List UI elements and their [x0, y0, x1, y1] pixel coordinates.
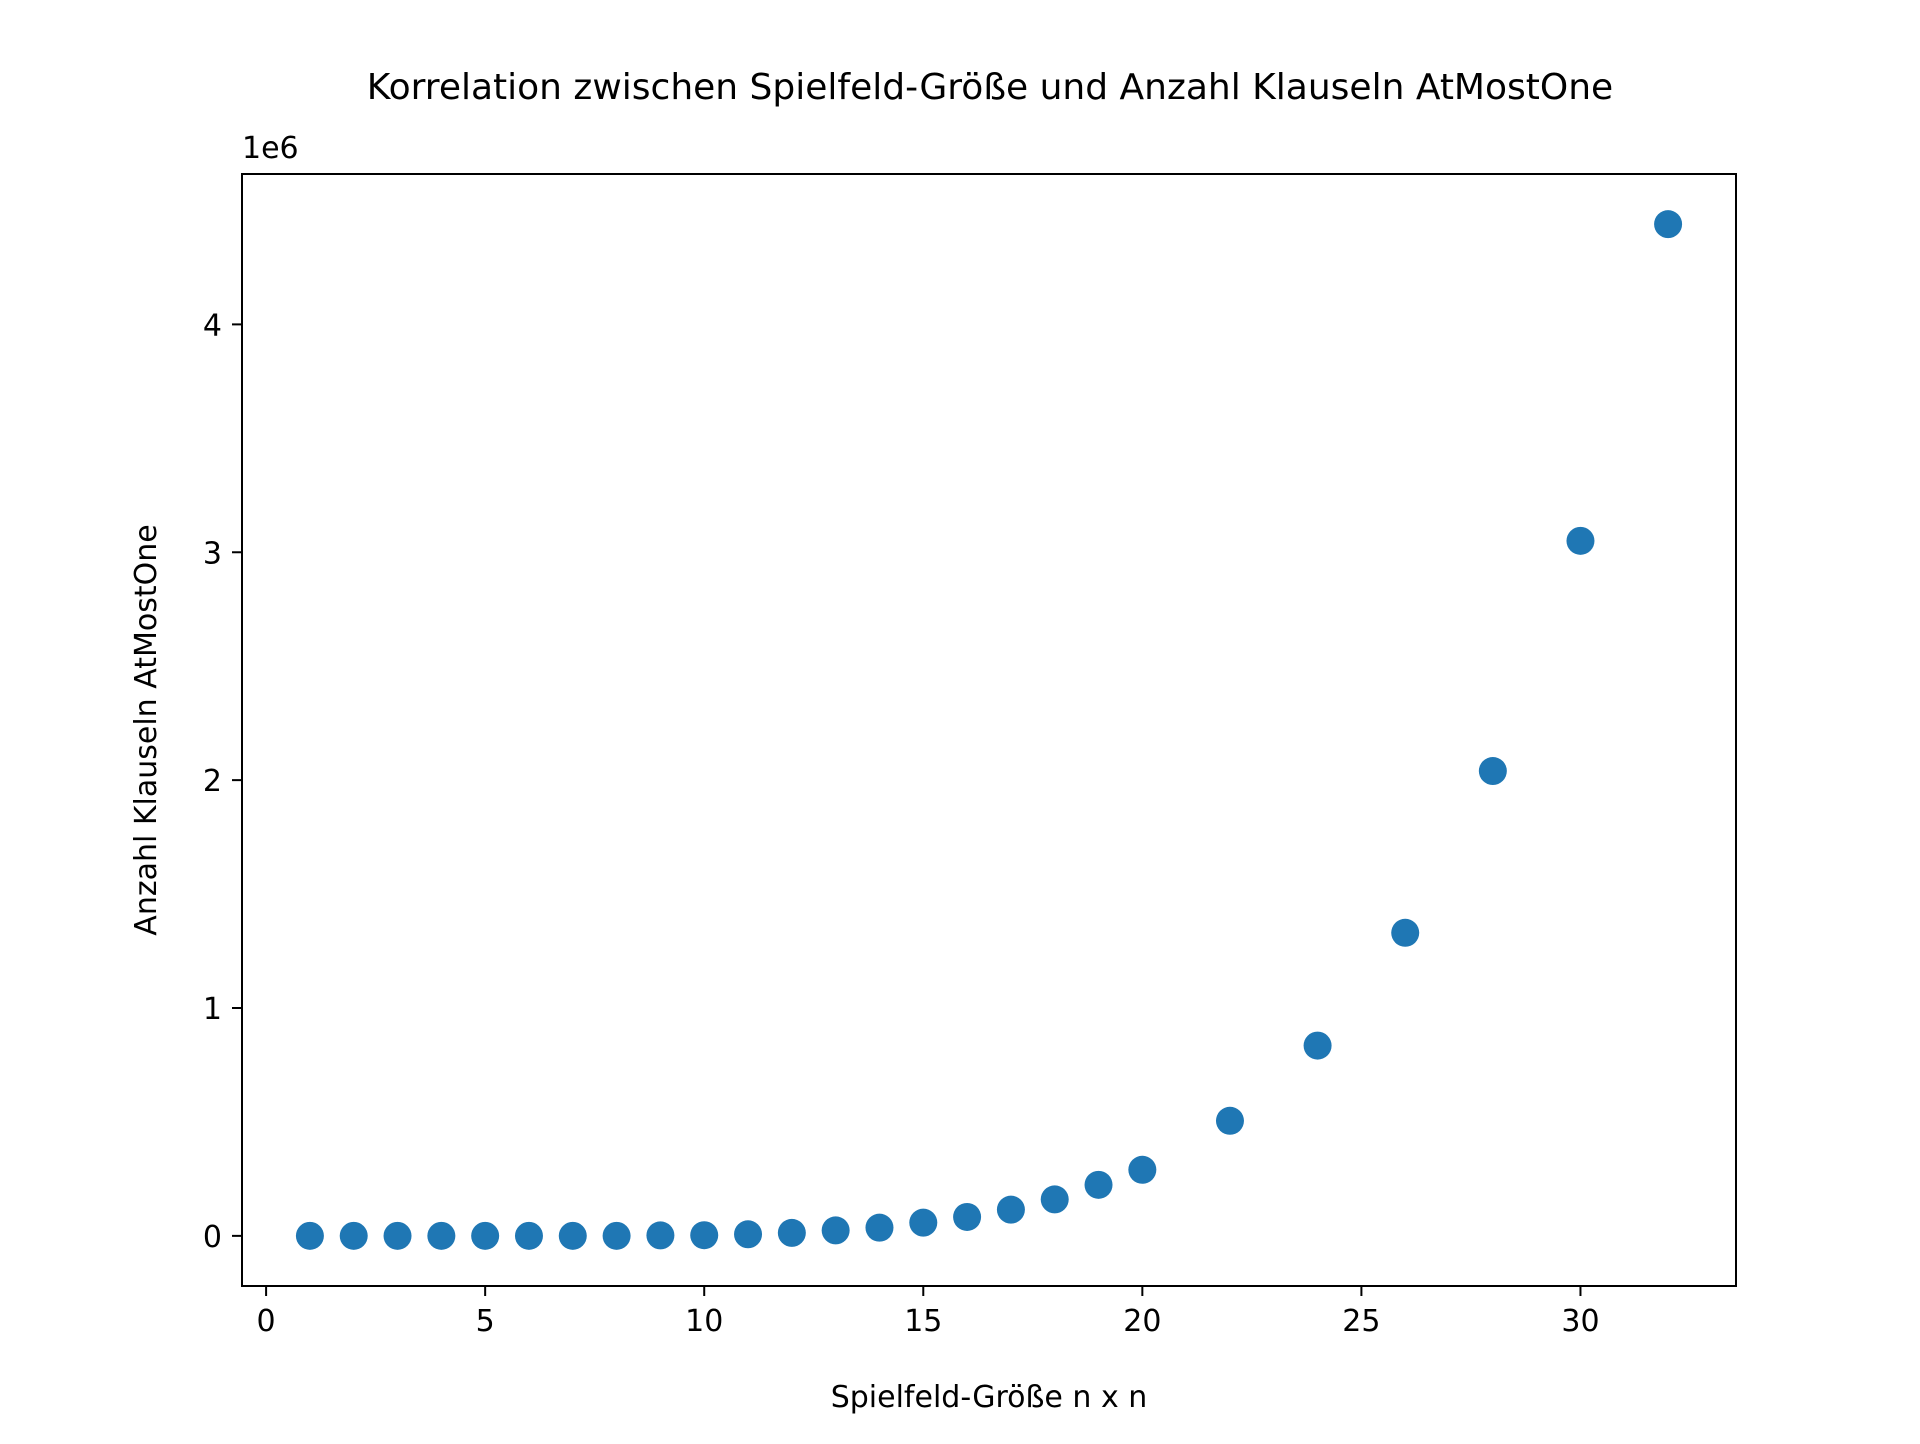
x-tick-label: 10 [685, 1304, 723, 1339]
x-tick-label: 20 [1123, 1304, 1161, 1339]
y-offset-label: 1e6 [242, 131, 299, 166]
data-point [996, 1195, 1025, 1224]
data-point [953, 1202, 982, 1231]
data-point [1478, 757, 1507, 786]
y-axis: 0 1 2 3 4 [203, 308, 242, 1255]
data-point [1040, 1185, 1069, 1214]
data-point [690, 1221, 719, 1250]
x-tick-label: 5 [476, 1304, 495, 1339]
data-point [1215, 1106, 1244, 1135]
x-tick-label: 0 [257, 1304, 276, 1339]
data-point [865, 1213, 894, 1242]
y-tick-label: 1 [203, 992, 222, 1027]
x-tick-label: 15 [904, 1304, 942, 1339]
data-point [1084, 1170, 1113, 1199]
x-tick-label: 25 [1342, 1304, 1380, 1339]
y-tick-label: 2 [203, 764, 222, 799]
data-point [602, 1221, 631, 1250]
data-point [427, 1221, 456, 1250]
data-point [777, 1218, 806, 1247]
data-point [295, 1221, 324, 1250]
plot-frame [241, 173, 1737, 1287]
data-point [909, 1208, 938, 1237]
y-tick-label: 4 [203, 308, 222, 343]
y-tick-label: 0 [203, 1220, 222, 1255]
data-point [1128, 1155, 1157, 1184]
x-axis: 0 5 10 15 20 25 30 [257, 1286, 1600, 1339]
y-axis-label: Anzahl Klauseln AtMostOne [129, 524, 164, 935]
y-tick-label: 3 [203, 536, 222, 571]
data-point [558, 1221, 587, 1250]
data-point [514, 1221, 543, 1250]
data-point [1566, 526, 1595, 555]
data-point [383, 1221, 412, 1250]
data-point [339, 1221, 368, 1250]
data-point [1303, 1031, 1332, 1060]
data-point [734, 1220, 763, 1249]
data-point [471, 1221, 500, 1250]
data-point [1654, 210, 1683, 239]
data-point [821, 1216, 850, 1245]
data-point [1391, 918, 1420, 947]
chart-title: Korrelation zwischen Spielfeld-Größe und… [367, 67, 1613, 108]
x-axis-label: Spielfeld-Größe n x n [831, 1380, 1148, 1415]
data-point [646, 1221, 675, 1250]
plot-area [295, 210, 1683, 1250]
x-tick-label: 30 [1561, 1304, 1599, 1339]
